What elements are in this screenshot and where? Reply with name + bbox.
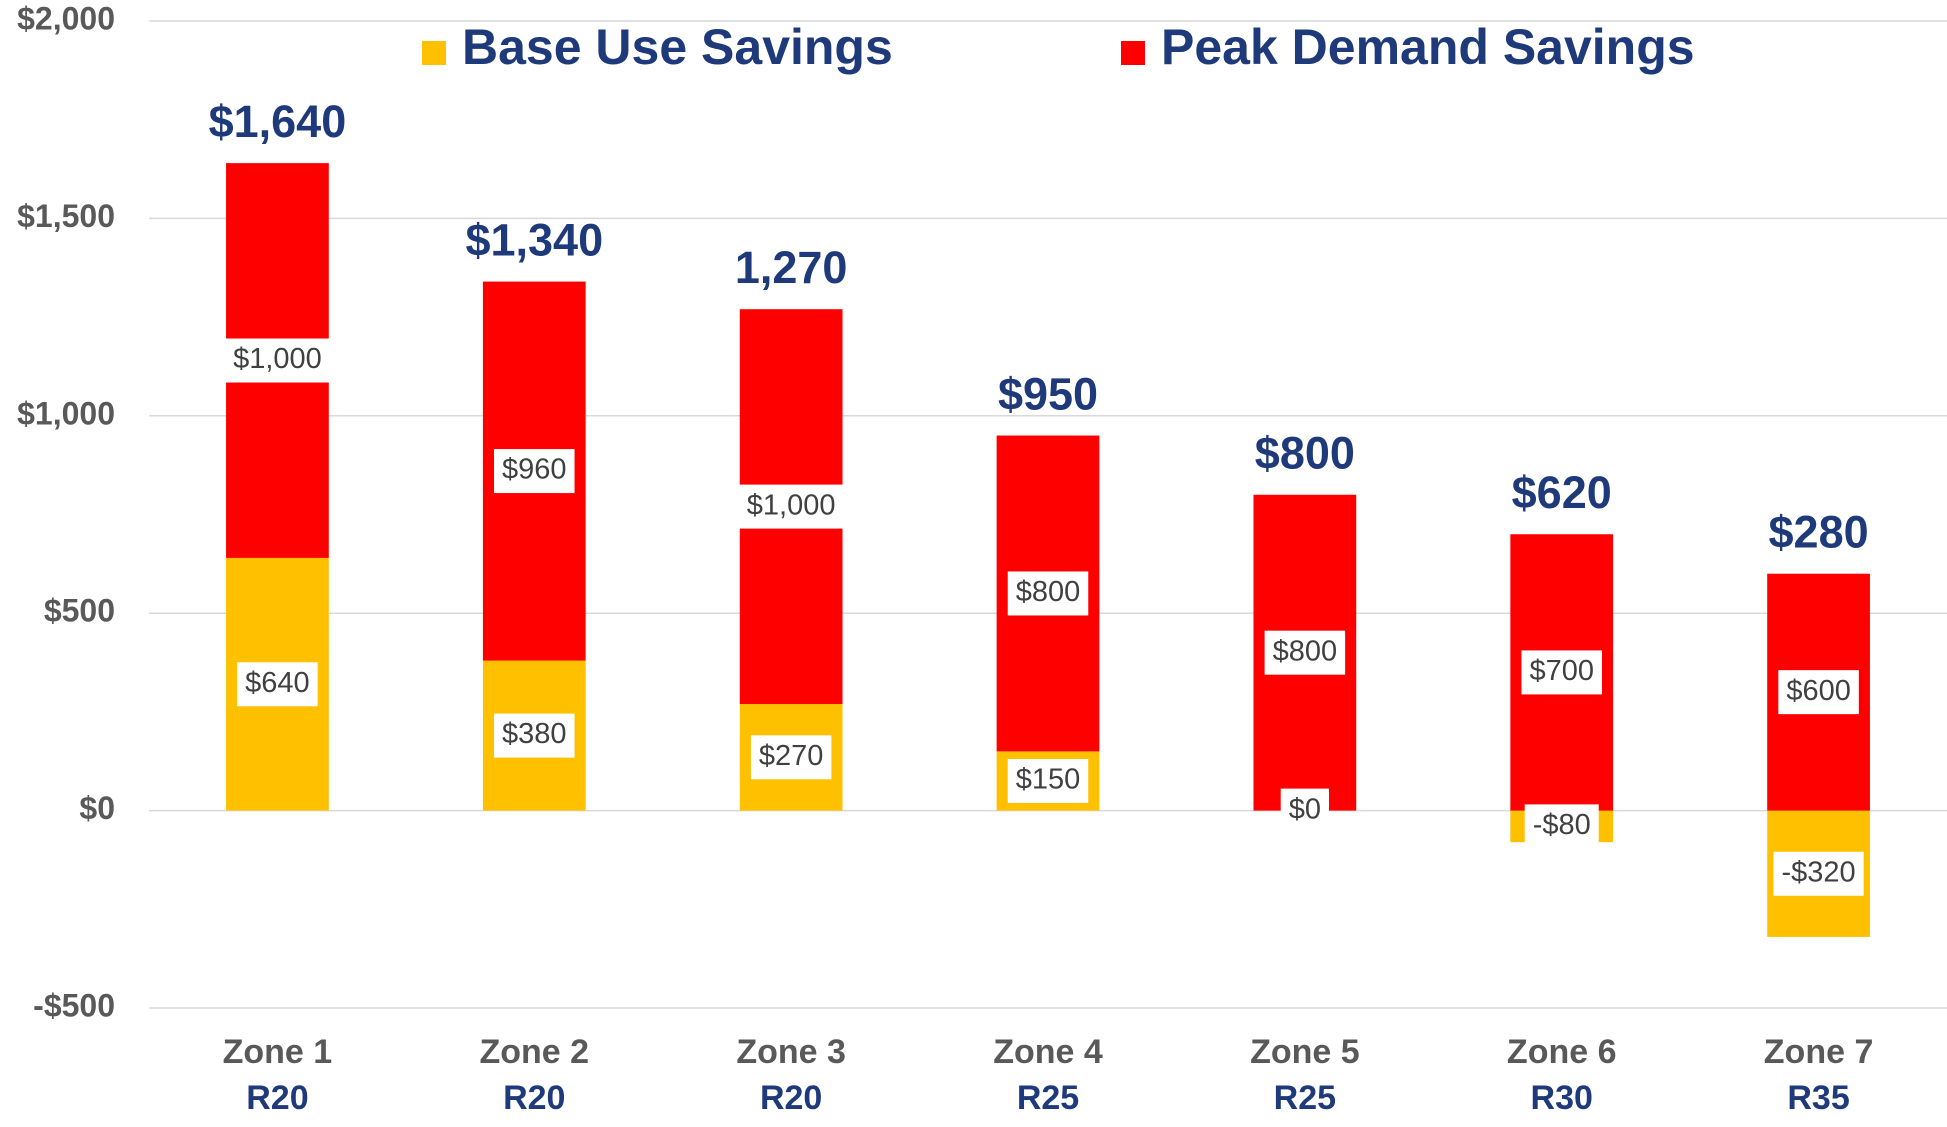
data-label-text: -$80 xyxy=(1533,809,1591,841)
legend-label: Peak Demand Savings xyxy=(1161,19,1695,75)
total-label: $800 xyxy=(1255,428,1355,479)
x-tick-label: Zone 7 xyxy=(1764,1033,1874,1071)
data-label-box xyxy=(1007,758,1089,803)
y-tick-label: $2,000 xyxy=(17,0,115,36)
data-label-box xyxy=(494,713,575,758)
total-label: $1,340 xyxy=(465,214,603,265)
x-tick-sublabel: R20 xyxy=(246,1079,308,1117)
data-label: $150 xyxy=(1007,758,1089,803)
data-label-text: $0 xyxy=(1289,793,1321,825)
x-tick-label: Zone 6 xyxy=(1507,1033,1617,1071)
legend-swatch xyxy=(1121,41,1145,65)
x-tick-sublabel: R30 xyxy=(1531,1079,1593,1117)
data-label: $960 xyxy=(494,449,575,494)
x-tick-sublabel: R25 xyxy=(1274,1079,1336,1117)
data-label-text: $150 xyxy=(1016,764,1081,796)
y-tick-label: $1,000 xyxy=(17,395,115,431)
data-label: $640 xyxy=(237,662,318,707)
data-label-text: $600 xyxy=(1786,675,1851,707)
x-tick-sublabel: R20 xyxy=(503,1079,565,1117)
data-label-text: $1,000 xyxy=(233,343,322,375)
data-label: $800 xyxy=(1264,630,1346,675)
y-tick-label: $0 xyxy=(79,790,115,826)
data-label: $700 xyxy=(1521,650,1602,695)
data-label: -$320 xyxy=(1773,851,1864,896)
data-label-box xyxy=(494,449,575,494)
y-tick-label: -$500 xyxy=(33,987,115,1023)
data-label-text: $800 xyxy=(1273,635,1338,667)
data-label-box xyxy=(1521,650,1602,695)
data-label: $1,000 xyxy=(738,484,844,529)
x-tick-sublabel: R25 xyxy=(1017,1079,1079,1117)
data-label-box xyxy=(237,662,318,707)
data-label-text: $700 xyxy=(1529,655,1594,687)
x-tick-sublabel: R20 xyxy=(760,1079,822,1117)
legend-swatch xyxy=(422,41,446,65)
data-label-box xyxy=(738,484,844,529)
data-label-text: $800 xyxy=(1016,576,1081,608)
data-label: $380 xyxy=(494,713,575,758)
x-tick-label: Zone 5 xyxy=(1250,1033,1360,1071)
data-label-box xyxy=(1280,788,1329,833)
data-label-box xyxy=(225,338,330,383)
x-tick-label: Zone 2 xyxy=(479,1033,589,1071)
data-label: $0 xyxy=(1280,788,1329,833)
y-tick-label: $1,500 xyxy=(17,198,115,234)
data-label: $1,000 xyxy=(225,338,330,383)
x-tick-label: Zone 4 xyxy=(993,1033,1103,1071)
total-label: 1,270 xyxy=(735,242,848,293)
y-tick-label: $500 xyxy=(44,593,115,629)
data-label-box xyxy=(1778,670,1859,715)
data-label-text: $640 xyxy=(245,667,310,699)
data-label-box xyxy=(1007,571,1089,616)
x-tick-sublabel: R35 xyxy=(1787,1079,1849,1117)
data-label-text: $1,000 xyxy=(747,489,836,521)
total-label: $950 xyxy=(998,368,1098,419)
data-label-text: -$320 xyxy=(1781,856,1855,888)
data-label-box xyxy=(1264,630,1346,675)
x-tick-label: Zone 1 xyxy=(223,1033,333,1071)
total-label: $280 xyxy=(1769,507,1869,558)
data-label-text: $270 xyxy=(759,740,824,772)
data-label: $800 xyxy=(1007,571,1089,616)
legend-label: Base Use Savings xyxy=(462,19,893,75)
data-label-text: $380 xyxy=(502,718,567,750)
x-tick-label: Zone 3 xyxy=(736,1033,846,1071)
data-label: $600 xyxy=(1778,670,1859,715)
data-label: $270 xyxy=(750,735,832,780)
data-label-box xyxy=(750,735,832,780)
data-label: -$80 xyxy=(1524,804,1599,849)
total-label: $620 xyxy=(1512,467,1612,518)
data-label-box xyxy=(1773,851,1864,896)
data-label-text: $960 xyxy=(502,454,567,486)
total-label: $1,640 xyxy=(209,96,347,147)
data-label-box xyxy=(1524,804,1599,849)
